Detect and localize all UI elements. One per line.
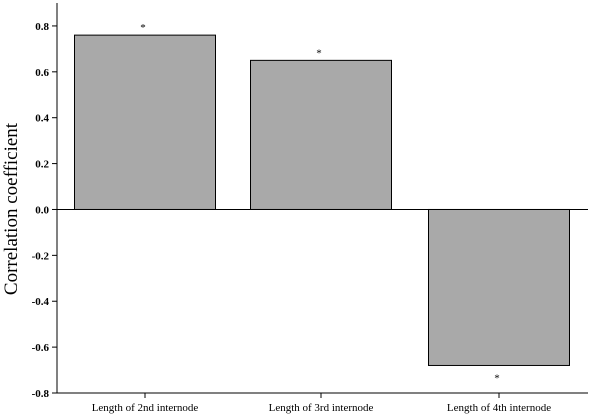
y-tick-label: 0.2 — [35, 159, 49, 171]
bars-layer — [74, 34, 570, 366]
y-tick-label: 0.8 — [35, 21, 49, 33]
significance-marker: * — [316, 47, 322, 59]
significance-marker: * — [140, 22, 146, 34]
x-axis-ticks: Length of 2nd internode Length of 3rd int… — [92, 393, 551, 414]
y-tick-label: 0.4 — [35, 113, 49, 125]
x-category-label: Length of 4th internode — [447, 402, 551, 414]
y-tick-label: -0.2 — [32, 250, 50, 262]
significance-marker: * — [494, 372, 500, 384]
y-tick-label: -0.4 — [32, 296, 50, 308]
y-axis-label: Correlation coefficient — [1, 122, 22, 295]
y-tick-label: -0.8 — [32, 388, 50, 400]
y-tick-label: -0.6 — [32, 342, 50, 354]
bar-3 — [428, 208, 570, 366]
x-category-label: Length of 2nd internode — [92, 402, 199, 414]
y-tick-label: 0.6 — [35, 67, 49, 79]
bar-1 — [74, 34, 216, 210]
annotation-layer: * * * — [140, 22, 500, 384]
y-tick-label: 0.0 — [35, 204, 49, 216]
x-category-label: Length of 3rd internode — [269, 402, 374, 414]
y-axis-ticks: 0.8 0.6 0.4 0.2 0.0 -0.2 -0.4 -0.6 -0.8 — [32, 21, 57, 400]
bar-2 — [250, 59, 392, 210]
